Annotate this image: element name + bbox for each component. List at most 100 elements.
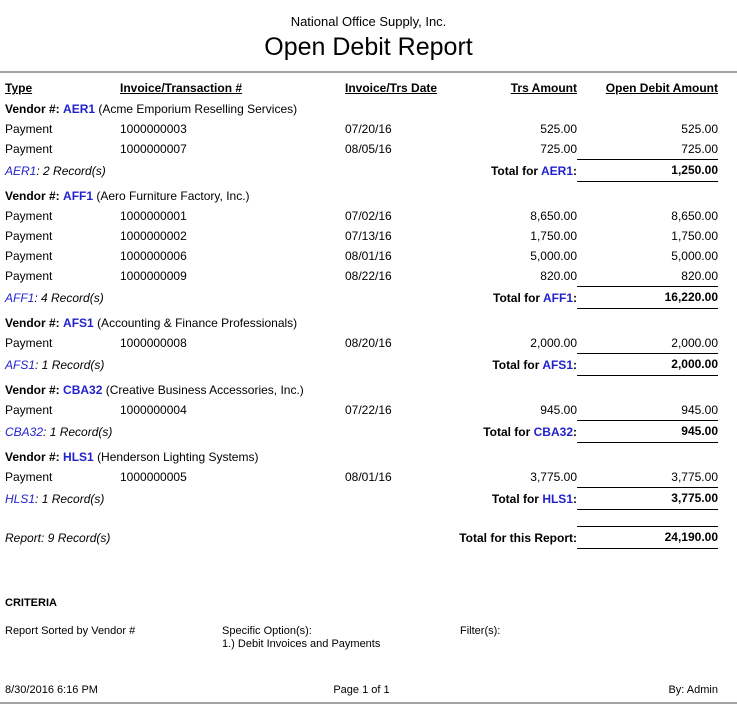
cell-open-debit: 820.00	[681, 269, 718, 283]
report-title: Open Debit Report	[264, 33, 473, 61]
group-total-amount: 2,000.00	[577, 353, 718, 376]
cell-date: 08/20/16	[345, 336, 392, 350]
col-type: Type	[5, 81, 33, 95]
cell-type: Payment	[5, 470, 53, 484]
vendor-code: AFS1	[63, 316, 94, 330]
footer-datetime: 8/30/2016 6:16 PM	[5, 684, 98, 696]
cell-invoice: 1000000002	[120, 229, 187, 243]
vendor-header-row: Vendor #: AER1 (Acme Emporium Reselling …	[0, 99, 737, 119]
group-total-amount: 945.00	[577, 420, 718, 443]
criteria-heading: CRITERIA	[5, 597, 57, 609]
cell-date: 08/22/16	[345, 269, 392, 283]
vendor-name: (Accounting & Finance Professionals)	[97, 316, 298, 330]
cell-trs-amount: 945.00	[540, 403, 577, 417]
transaction-row: Payment 1000000001 07/02/16 8,650.00 8,6…	[0, 206, 737, 226]
group-subtotal-row: CBA32: 1 Record(s) Total for CBA32: 945.…	[0, 420, 737, 443]
group-record-count: AER1: 2 Record(s)	[5, 163, 106, 178]
vendor-group: Vendor #: AER1 (Acme Emporium Reselling …	[0, 99, 737, 182]
vendor-group: Vendor #: AFF1 (Aero Furniture Factory, …	[0, 186, 737, 309]
cell-trs-amount: 2,000.00	[530, 336, 577, 350]
cell-date: 07/20/16	[345, 122, 392, 136]
vendor-code: HLS1	[63, 450, 94, 464]
group-subtotal-row: HLS1: 1 Record(s) Total for HLS1: 3,775.…	[0, 487, 737, 510]
vendor-label: Vendor #:	[5, 450, 60, 464]
group-subtotal-row: AFS1: 1 Record(s) Total for AFS1: 2,000.…	[0, 353, 737, 376]
header-divider	[0, 71, 737, 73]
report-total-amount: 24,190.00	[577, 526, 718, 549]
vendor-name: (Aero Furniture Factory, Inc.)	[96, 189, 250, 203]
transaction-row: Payment 1000000002 07/13/16 1,750.00 1,7…	[0, 226, 737, 246]
vendor-label: Vendor #:	[5, 383, 60, 397]
cell-type: Payment	[5, 229, 53, 243]
group-subtotal-row: AFF1: 4 Record(s) Total for AFF1: 16,220…	[0, 286, 737, 309]
col-trs-amount: Trs Amount	[510, 81, 577, 95]
cell-trs-amount: 725.00	[540, 142, 577, 156]
group-record-count: HLS1: 1 Record(s)	[5, 491, 105, 506]
criteria-sort: Report Sorted by Vendor #	[5, 625, 136, 637]
criteria-options-label: Specific Option(s):	[222, 625, 312, 637]
column-header-row: Type Invoice/Transaction # Invoice/Trs D…	[0, 81, 737, 95]
cell-trs-amount: 3,775.00	[530, 470, 577, 484]
vendor-header-row: Vendor #: AFS1 (Accounting & Finance Pro…	[0, 313, 737, 333]
col-date: Invoice/Trs Date	[345, 81, 438, 95]
cell-trs-amount: 5,000.00	[530, 249, 577, 263]
criteria-filters-label: Filter(s):	[460, 625, 501, 637]
vendor-label: Vendor #:	[5, 102, 60, 116]
transaction-row: Payment 1000000003 07/20/16 525.00 525.0…	[0, 119, 737, 139]
transaction-row: Payment 1000000007 08/05/16 725.00 725.0…	[0, 139, 737, 159]
cell-type: Payment	[5, 122, 53, 136]
cell-type: Payment	[5, 209, 53, 223]
footer-page-number: Page 1 of 1	[333, 684, 390, 696]
cell-type: Payment	[5, 269, 53, 283]
criteria-option-1: 1.) Debit Invoices and Payments	[222, 638, 381, 650]
criteria-details: Report Sorted by Vendor # Specific Optio…	[0, 625, 737, 650]
cell-open-debit: 3,775.00	[671, 470, 718, 484]
cell-trs-amount: 8,650.00	[530, 209, 577, 223]
cell-date: 08/01/16	[345, 249, 392, 263]
footer-printed-by: By: Admin	[668, 684, 718, 696]
vendor-header-row: Vendor #: HLS1 (Henderson Lighting Syste…	[0, 447, 737, 467]
company-name: National Office Supply, Inc.	[290, 14, 447, 29]
footer-divider	[0, 702, 737, 704]
group-total-amount: 16,220.00	[577, 286, 718, 309]
group-subtotal-row: AER1: 2 Record(s) Total for AER1: 1,250.…	[0, 159, 737, 182]
group-record-count: AFF1: 4 Record(s)	[5, 290, 104, 305]
cell-open-debit: 1,750.00	[671, 229, 718, 243]
cell-type: Payment	[5, 249, 53, 263]
cell-date: 07/13/16	[345, 229, 392, 243]
vendor-name: (Acme Emporium Reselling Services)	[98, 102, 298, 116]
cell-trs-amount: 1,750.00	[530, 229, 577, 243]
vendor-label: Vendor #:	[5, 316, 60, 330]
vendor-group: Vendor #: CBA32 (Creative Business Acces…	[0, 380, 737, 443]
cell-open-debit: 8,650.00	[671, 209, 718, 223]
cell-trs-amount: 525.00	[540, 122, 577, 136]
report-summary-row: Report: 9 Record(s) Total for this Repor…	[0, 526, 737, 549]
cell-date: 07/22/16	[345, 403, 392, 417]
cell-open-debit: 725.00	[681, 142, 718, 156]
report-total-label: Total for this Report:	[459, 530, 577, 545]
cell-invoice: 1000000001	[120, 209, 187, 223]
report-record-count: Report: 9 Record(s)	[5, 530, 111, 545]
group-record-count: CBA32: 1 Record(s)	[5, 424, 113, 439]
cell-invoice: 1000000005	[120, 470, 187, 484]
transaction-row: Payment 1000000009 08/22/16 820.00 820.0…	[0, 266, 737, 286]
cell-invoice: 1000000007	[120, 142, 187, 156]
transaction-row: Payment 1000000005 08/01/16 3,775.00 3,7…	[0, 467, 737, 487]
cell-open-debit: 2,000.00	[671, 336, 718, 350]
cell-type: Payment	[5, 142, 53, 156]
transaction-row: Payment 1000000004 07/22/16 945.00 945.0…	[0, 400, 737, 420]
cell-type: Payment	[5, 403, 53, 417]
cell-trs-amount: 820.00	[540, 269, 577, 283]
cell-invoice: 1000000009	[120, 269, 187, 283]
col-open-debit: Open Debit Amount	[605, 81, 718, 95]
cell-invoice: 1000000006	[120, 249, 187, 263]
vendor-header-row: Vendor #: CBA32 (Creative Business Acces…	[0, 380, 737, 400]
group-total-label: Total for CBA32:	[483, 424, 577, 439]
vendor-group: Vendor #: HLS1 (Henderson Lighting Syste…	[0, 447, 737, 510]
criteria-section: CRITERIA Report Sorted by Vendor # Speci…	[0, 597, 737, 650]
cell-type: Payment	[5, 336, 53, 350]
cell-invoice: 1000000004	[120, 403, 187, 417]
page-footer: 8/30/2016 6:16 PM Page 1 of 1 By: Admin	[0, 684, 737, 696]
group-total-amount: 3,775.00	[577, 487, 718, 510]
